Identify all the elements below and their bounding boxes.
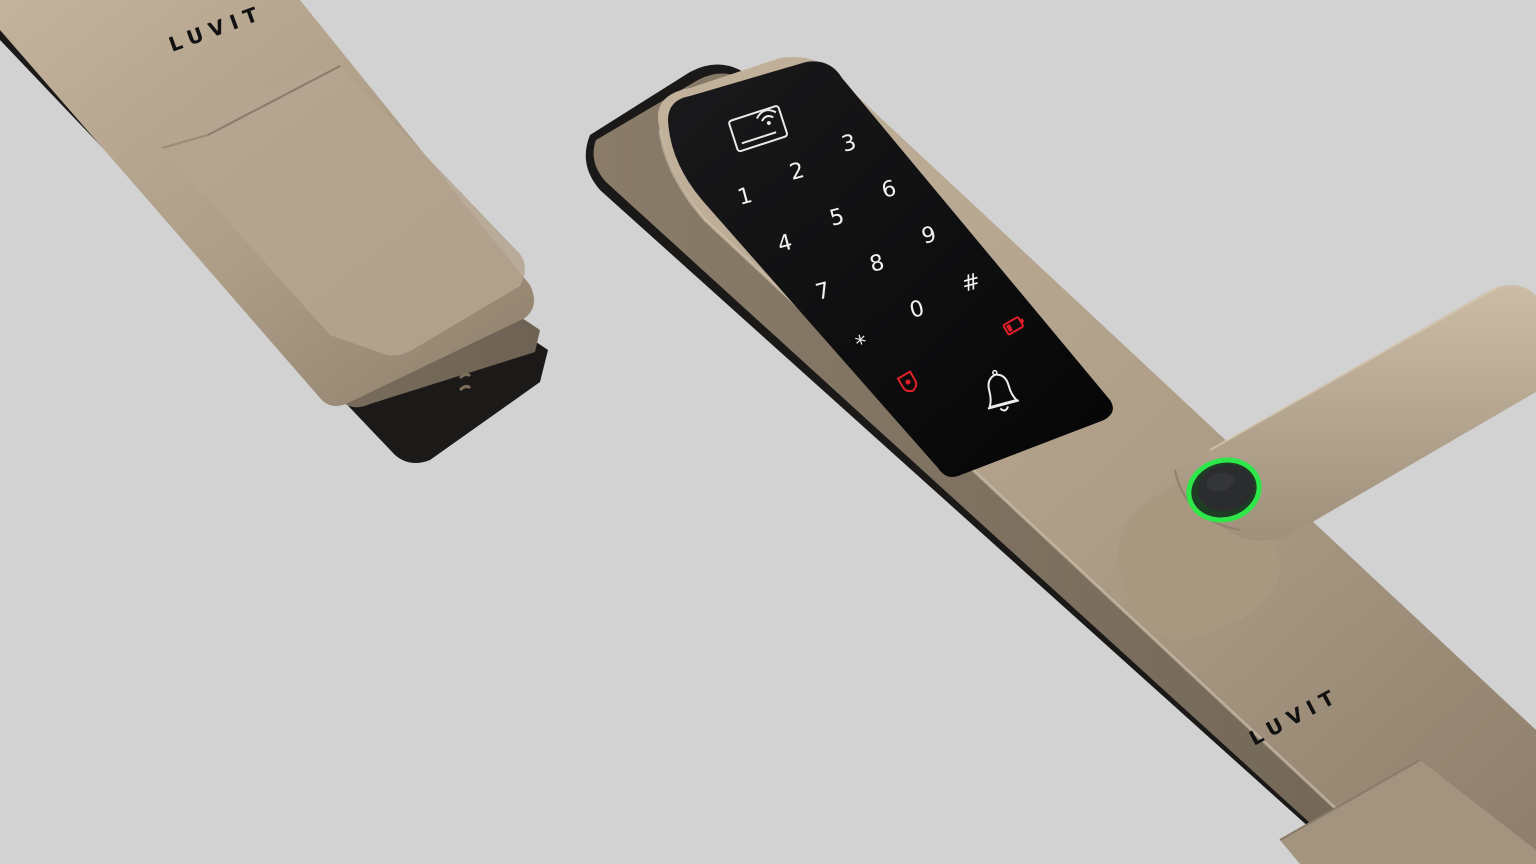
bell-icon xyxy=(987,369,1020,412)
key-5[interactable]: 5 xyxy=(827,204,847,232)
card-reader-icon xyxy=(728,105,788,153)
keypad-panel xyxy=(668,61,1113,477)
rear-lock-unit: LUVIT xyxy=(0,0,548,464)
key-8[interactable]: 8 xyxy=(867,250,887,278)
key-0[interactable]: 0 xyxy=(907,296,927,324)
key-2[interactable]: 2 xyxy=(787,158,807,186)
keypad[interactable]: 1 2 3 4 5 6 7 8 9 * 0 # xyxy=(735,130,983,358)
key-3[interactable]: 3 xyxy=(839,130,859,158)
key-9[interactable]: 9 xyxy=(919,222,939,250)
key-1[interactable]: 1 xyxy=(735,183,755,211)
battery-low-icon xyxy=(1002,316,1025,336)
key-6[interactable]: 6 xyxy=(879,176,899,204)
fingerprint-sensor-icon[interactable] xyxy=(1179,449,1269,530)
key-7[interactable]: 7 xyxy=(813,278,833,306)
key-4[interactable]: 4 xyxy=(775,230,795,258)
shield-alarm-icon xyxy=(896,370,918,393)
front-lock-unit: 1 2 3 4 5 6 7 8 9 * 0 # xyxy=(585,57,1536,864)
